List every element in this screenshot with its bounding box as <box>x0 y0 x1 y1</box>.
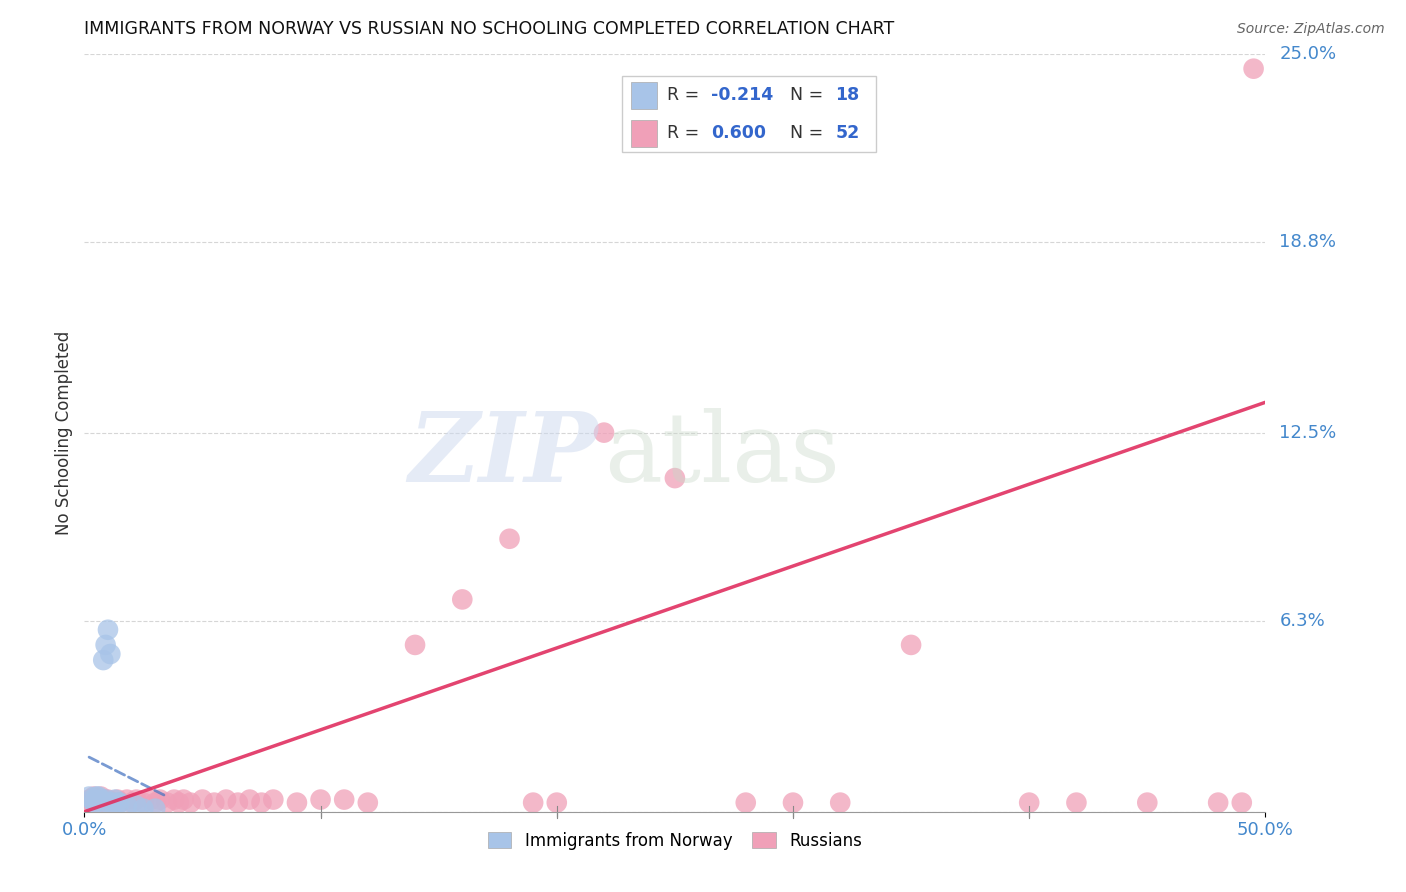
Point <box>87 789 110 804</box>
Point <box>180 796 202 810</box>
Point <box>546 796 568 810</box>
Point <box>121 796 143 810</box>
FancyBboxPatch shape <box>621 77 876 153</box>
Point <box>77 789 100 804</box>
Point <box>115 792 138 806</box>
Point <box>83 789 105 804</box>
Point <box>1243 62 1265 76</box>
Point <box>77 792 100 806</box>
Point <box>107 796 129 810</box>
Point <box>262 792 284 806</box>
Text: 18.8%: 18.8% <box>1279 233 1336 251</box>
Point <box>900 638 922 652</box>
Point <box>125 792 148 806</box>
Text: atlas: atlas <box>605 409 839 502</box>
Point <box>1136 796 1159 810</box>
Text: IMMIGRANTS FROM NORWAY VS RUSSIAN NO SCHOOLING COMPLETED CORRELATION CHART: IMMIGRANTS FROM NORWAY VS RUSSIAN NO SCH… <box>84 21 894 38</box>
FancyBboxPatch shape <box>631 82 657 109</box>
Legend: Immigrants from Norway, Russians: Immigrants from Norway, Russians <box>481 825 869 856</box>
Point <box>94 638 117 652</box>
Text: R =: R = <box>666 87 704 104</box>
Point <box>139 792 162 806</box>
Point <box>108 796 131 810</box>
Point <box>782 796 804 810</box>
Point <box>522 796 544 810</box>
Point <box>250 796 273 810</box>
Point <box>173 792 195 806</box>
Point <box>90 789 112 804</box>
Text: 12.5%: 12.5% <box>1279 424 1337 442</box>
Point <box>143 796 166 810</box>
Text: R =: R = <box>666 124 704 142</box>
Text: 52: 52 <box>835 124 859 142</box>
Point <box>107 792 129 806</box>
Text: 25.0%: 25.0% <box>1279 45 1337 62</box>
Y-axis label: No Schooling Completed: No Schooling Completed <box>55 331 73 534</box>
Point <box>309 792 332 806</box>
Point <box>101 796 124 810</box>
Point <box>226 796 249 810</box>
Point <box>80 792 103 806</box>
Point <box>84 789 107 804</box>
Point <box>97 623 120 637</box>
Point <box>664 471 686 485</box>
Point <box>94 792 117 806</box>
Point <box>125 798 148 813</box>
Point <box>80 796 103 810</box>
Point <box>734 796 756 810</box>
Text: 0.600: 0.600 <box>711 124 766 142</box>
Point <box>91 653 114 667</box>
Point <box>215 792 238 806</box>
Point <box>285 796 308 810</box>
Point <box>167 796 190 810</box>
Point <box>163 792 186 806</box>
Point <box>84 792 107 806</box>
Point <box>451 592 474 607</box>
Point <box>333 792 356 806</box>
Text: 18: 18 <box>835 87 859 104</box>
Point <box>191 792 214 806</box>
Point <box>115 798 138 813</box>
Text: N =: N = <box>779 124 828 142</box>
Point <box>143 802 166 816</box>
Point <box>83 796 105 810</box>
Point <box>98 647 121 661</box>
Point <box>91 792 114 806</box>
Point <box>104 792 127 806</box>
Point <box>97 796 120 810</box>
Point <box>97 792 120 806</box>
Text: 6.3%: 6.3% <box>1279 612 1324 630</box>
Point <box>593 425 616 440</box>
Point <box>1206 796 1229 810</box>
Text: Source: ZipAtlas.com: Source: ZipAtlas.com <box>1237 22 1385 37</box>
Text: ZIP: ZIP <box>409 409 598 502</box>
Text: -0.214: -0.214 <box>711 87 773 104</box>
Point <box>101 796 124 810</box>
Point <box>94 796 117 810</box>
Point <box>1066 796 1088 810</box>
Point <box>132 796 155 810</box>
Point <box>239 792 262 806</box>
Point <box>132 802 155 816</box>
Point <box>1018 796 1040 810</box>
Point <box>87 796 110 810</box>
Point <box>357 796 380 810</box>
Point <box>84 796 107 810</box>
Point <box>149 792 172 806</box>
Point <box>108 796 131 810</box>
Point <box>202 796 225 810</box>
Point <box>404 638 426 652</box>
Point <box>90 792 112 806</box>
Point <box>498 532 520 546</box>
Point <box>91 796 114 810</box>
Point <box>1230 796 1253 810</box>
Point <box>156 796 179 810</box>
Text: N =: N = <box>779 87 828 104</box>
FancyBboxPatch shape <box>631 120 657 147</box>
Point <box>830 796 852 810</box>
